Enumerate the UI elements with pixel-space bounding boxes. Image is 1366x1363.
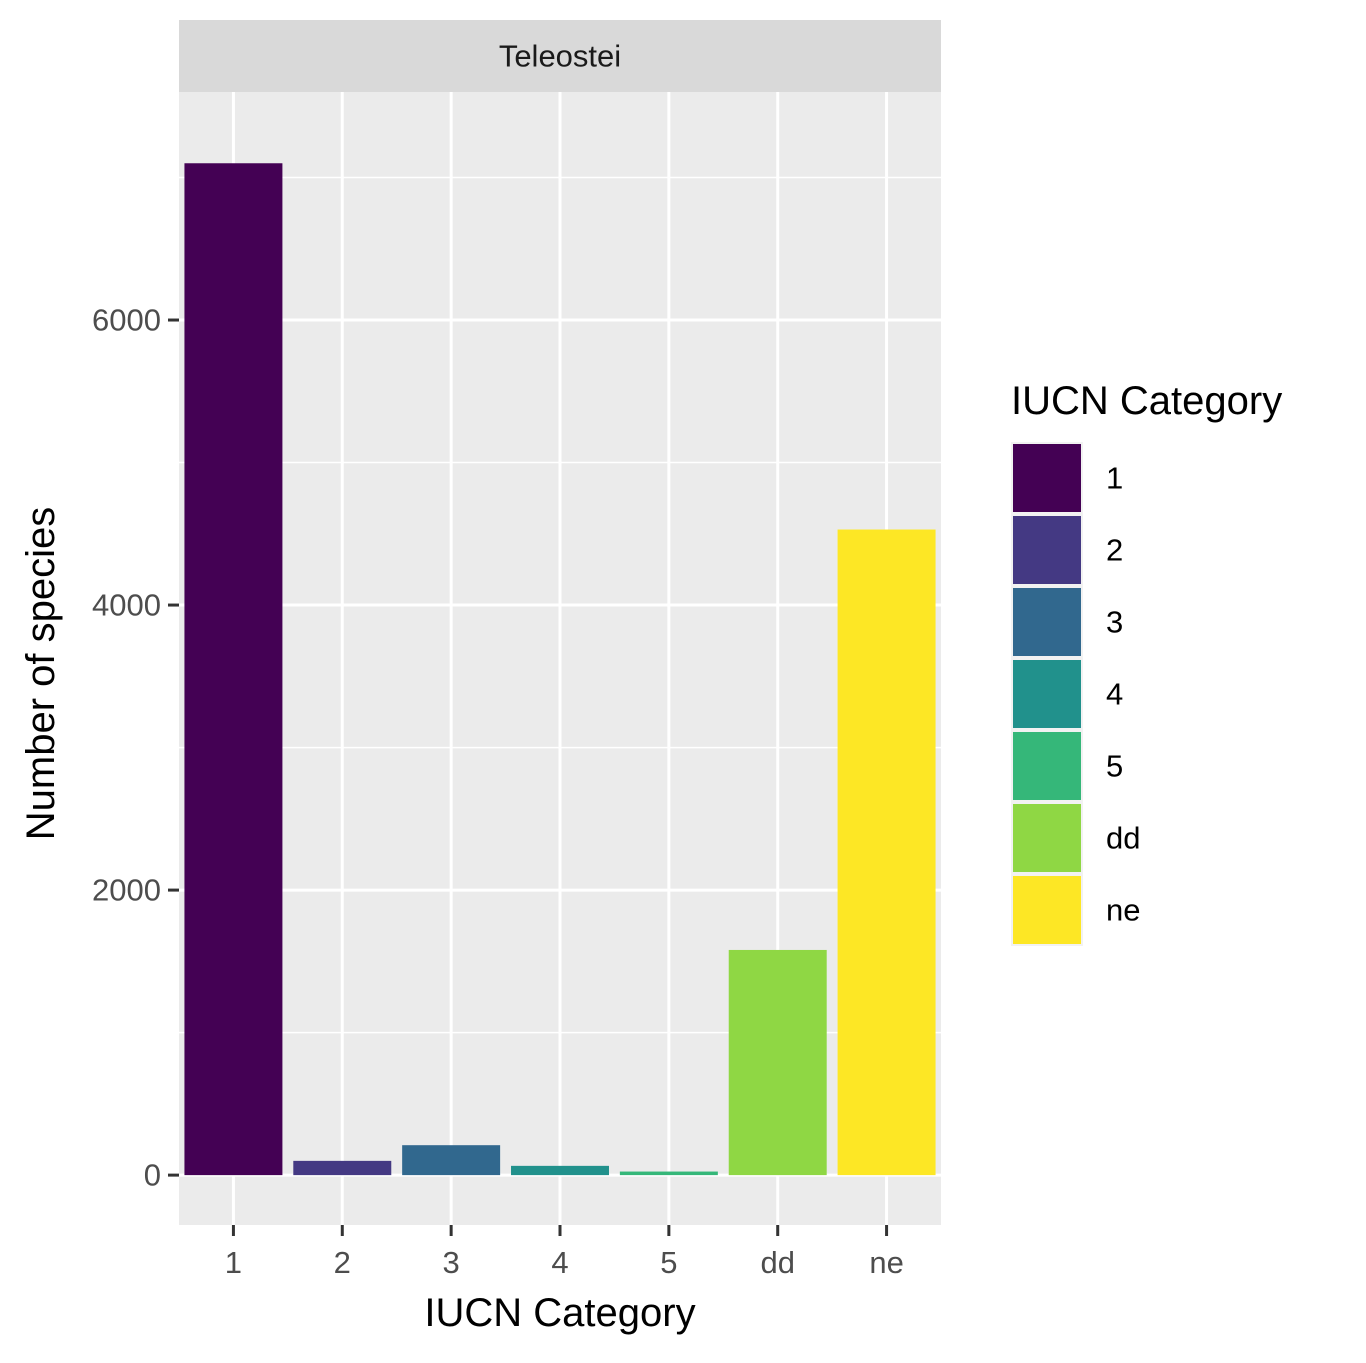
bar-1 — [184, 163, 283, 1176]
y-axis: 0 2000 4000 6000 — [92, 303, 179, 1193]
legend-label: dd — [1106, 821, 1140, 856]
y-axis-title: Number of species — [19, 507, 63, 840]
bar-4 — [511, 1165, 609, 1176]
bar-2 — [293, 1160, 392, 1176]
legend-key-dd — [1013, 804, 1081, 872]
legend-key-2 — [1013, 516, 1081, 584]
legend: IUCN Category 1 2 3 4 5 dd ne — [1011, 379, 1282, 946]
bar-ne — [837, 529, 936, 1176]
legend-key-ne — [1013, 876, 1081, 944]
legend-label: 2 — [1106, 533, 1123, 568]
bars-group — [184, 163, 936, 1176]
bar-3 — [402, 1145, 501, 1176]
x-axis-title: IUCN Category — [424, 1291, 695, 1335]
x-tick-label: 1 — [225, 1245, 242, 1280]
legend-key-4 — [1013, 660, 1081, 728]
bar-dd — [728, 949, 827, 1176]
facet-strip — [179, 20, 941, 92]
y-tick-label: 6000 — [92, 303, 161, 338]
legend-title: IUCN Category — [1011, 379, 1282, 423]
bar-5 — [619, 1171, 718, 1176]
legend-label: ne — [1106, 893, 1140, 928]
x-tick-label: ne — [869, 1245, 903, 1280]
legend-items: 1 2 3 4 5 dd ne — [1011, 442, 1140, 946]
x-axis: 1 2 3 4 5 dd ne — [225, 1225, 904, 1280]
legend-label: 5 — [1106, 749, 1123, 784]
y-tick-label: 0 — [144, 1158, 161, 1193]
legend-key-1 — [1013, 444, 1081, 512]
x-tick-label: 4 — [551, 1245, 568, 1280]
legend-label: 3 — [1106, 605, 1123, 640]
x-tick-label: 5 — [660, 1245, 677, 1280]
x-tick-label: 2 — [334, 1245, 351, 1280]
y-tick-label: 2000 — [92, 873, 161, 908]
x-tick-label: 3 — [443, 1245, 460, 1280]
x-tick-label: dd — [760, 1245, 794, 1280]
y-tick-label: 4000 — [92, 588, 161, 623]
legend-label: 1 — [1106, 461, 1123, 496]
facet-label: Teleostei — [499, 39, 621, 74]
legend-key-5 — [1013, 732, 1081, 800]
legend-key-3 — [1013, 588, 1081, 656]
legend-label: 4 — [1106, 677, 1123, 712]
